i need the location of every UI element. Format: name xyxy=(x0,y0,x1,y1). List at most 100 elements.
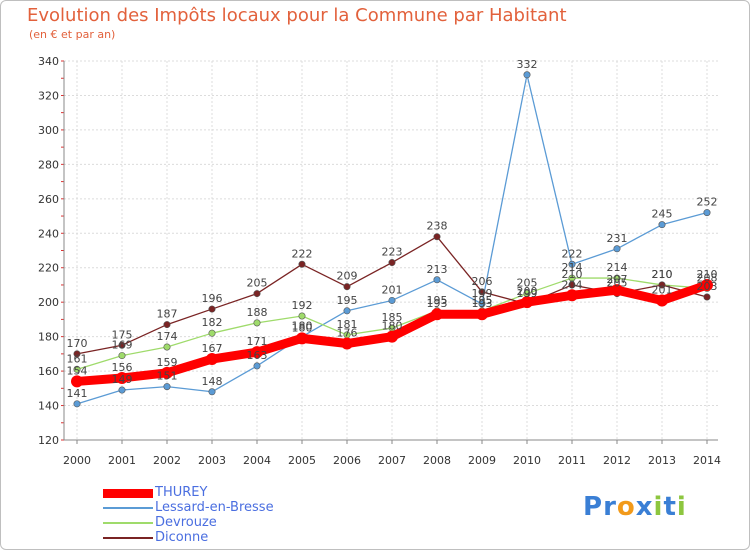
data-point xyxy=(298,312,306,320)
data-label: 176 xyxy=(337,327,358,340)
data-label: 195 xyxy=(427,294,448,307)
x-tick-label: 2002 xyxy=(153,454,181,467)
chart-title: Evolution des Impôts locaux pour la Comm… xyxy=(27,5,567,26)
data-label: 205 xyxy=(607,277,628,290)
data-point xyxy=(343,283,351,291)
chart-subtitle: (en € et par an) xyxy=(29,28,116,41)
data-point xyxy=(658,281,666,289)
x-tick-label: 2012 xyxy=(603,454,631,467)
data-label: 163 xyxy=(247,349,268,362)
data-point xyxy=(118,341,126,349)
y-tick-label: 180 xyxy=(38,331,59,344)
data-label: 213 xyxy=(427,263,448,276)
data-point xyxy=(161,366,173,379)
y-tick-label: 320 xyxy=(38,89,59,102)
legend-swatch xyxy=(103,537,153,539)
legend-label: THUREY xyxy=(155,485,208,500)
data-point xyxy=(656,294,668,307)
data-label: 148 xyxy=(202,375,223,388)
data-label: 193 xyxy=(472,297,493,310)
data-point xyxy=(703,293,711,301)
y-tick-label: 160 xyxy=(38,365,59,378)
data-point xyxy=(116,371,128,384)
data-label: 207 xyxy=(607,273,628,286)
data-label: 171 xyxy=(247,335,268,348)
logo-letter: i xyxy=(676,492,687,522)
data-label: 180 xyxy=(382,320,403,333)
x-tick-label: 2005 xyxy=(288,454,316,467)
data-point xyxy=(163,383,171,391)
x-tick-label: 2004 xyxy=(243,454,271,467)
data-label: 223 xyxy=(382,246,403,259)
data-label: 174 xyxy=(157,330,178,343)
data-label: 193 xyxy=(427,297,448,310)
legend-swatch xyxy=(103,522,153,524)
data-label: 195 xyxy=(472,294,493,307)
data-label: 231 xyxy=(607,232,628,245)
data-point xyxy=(433,233,441,241)
data-point xyxy=(253,319,261,327)
x-tick-label: 2001 xyxy=(108,454,136,467)
data-label: 205 xyxy=(517,277,538,290)
data-point xyxy=(208,305,216,313)
data-label: 175 xyxy=(112,328,133,341)
data-point xyxy=(431,308,443,321)
logo-letter: t xyxy=(663,492,677,522)
data-label: 214 xyxy=(607,261,628,274)
data-point xyxy=(386,330,398,343)
data-label: 185 xyxy=(382,311,403,324)
data-label: 238 xyxy=(427,220,448,233)
data-point xyxy=(341,337,353,350)
data-point xyxy=(521,296,533,309)
data-label: 245 xyxy=(652,208,673,221)
data-point xyxy=(73,400,81,408)
legend-swatch xyxy=(103,507,153,509)
x-tick-label: 2011 xyxy=(558,454,586,467)
logo-letter: P xyxy=(583,492,604,522)
data-label: 192 xyxy=(292,299,313,312)
data-label: 187 xyxy=(157,308,178,321)
data-point xyxy=(118,386,126,394)
data-label: 159 xyxy=(157,356,178,369)
data-label: 332 xyxy=(517,58,538,71)
y-tick-label: 220 xyxy=(38,262,59,275)
data-point xyxy=(163,343,171,351)
data-point xyxy=(568,260,576,268)
data-point xyxy=(523,71,531,79)
data-label: 252 xyxy=(697,196,718,209)
data-point xyxy=(118,352,126,360)
data-label: 167 xyxy=(202,342,223,355)
data-point xyxy=(568,281,576,289)
data-label: 170 xyxy=(67,337,88,350)
data-point xyxy=(613,245,621,253)
data-point xyxy=(73,365,81,373)
data-point xyxy=(478,288,486,296)
data-label: 182 xyxy=(202,316,223,329)
x-tick-label: 2000 xyxy=(63,454,91,467)
x-tick-label: 2010 xyxy=(513,454,541,467)
data-label: 195 xyxy=(337,294,358,307)
data-label: 201 xyxy=(382,283,403,296)
x-tick-label: 2008 xyxy=(423,454,451,467)
data-point xyxy=(253,362,261,370)
data-label: 210 xyxy=(652,268,673,281)
y-tick-label: 120 xyxy=(38,434,59,447)
x-tick-label: 2009 xyxy=(468,454,496,467)
data-label: 161 xyxy=(67,352,88,365)
data-point xyxy=(566,289,578,302)
data-label: 169 xyxy=(112,339,133,352)
x-tick-label: 2014 xyxy=(693,454,721,467)
y-tick-label: 140 xyxy=(38,400,59,413)
data-label: 222 xyxy=(562,247,583,260)
logo-letter: r xyxy=(603,492,617,522)
data-point xyxy=(613,274,621,282)
x-tick-label: 2003 xyxy=(198,454,226,467)
data-point xyxy=(701,278,713,291)
legend-label: Devrouze xyxy=(155,515,217,530)
data-label: 151 xyxy=(157,370,178,383)
data-label: 149 xyxy=(112,373,133,386)
data-point xyxy=(476,308,488,321)
data-label: 188 xyxy=(247,306,268,319)
